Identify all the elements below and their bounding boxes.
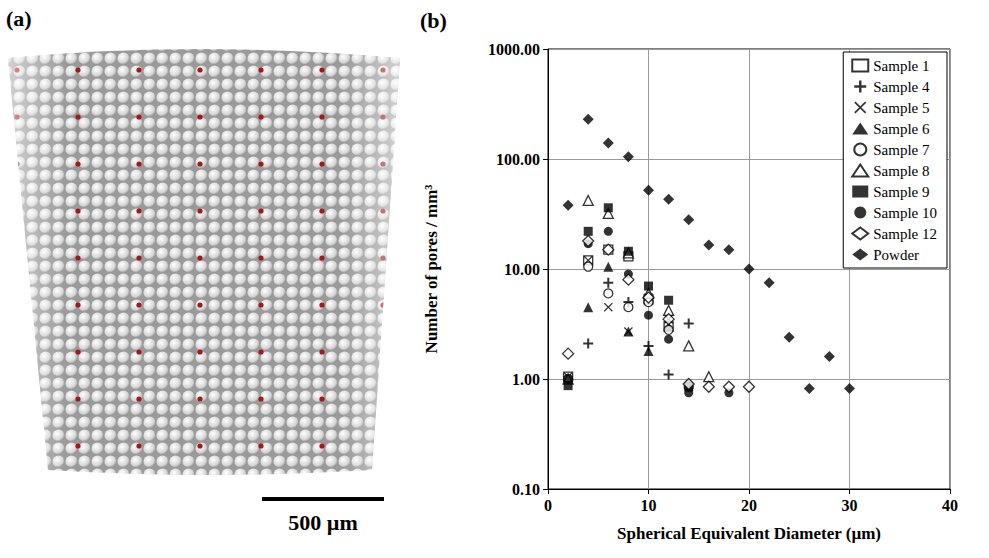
svg-text:20: 20 bbox=[741, 497, 757, 514]
svg-text:(b): (b) bbox=[420, 8, 447, 33]
svg-text:Powder: Powder bbox=[873, 247, 919, 263]
svg-text:Sample 1: Sample 1 bbox=[873, 58, 929, 74]
svg-text:Sample 10: Sample 10 bbox=[873, 205, 937, 221]
svg-text:1.00: 1.00 bbox=[512, 371, 540, 388]
svg-text:10: 10 bbox=[641, 497, 657, 514]
svg-text:Spherical Equivalent Diameter: Spherical Equivalent Diameter (µm) bbox=[617, 524, 881, 543]
svg-text:0.10: 0.10 bbox=[512, 481, 540, 498]
svg-text:40: 40 bbox=[942, 497, 958, 514]
svg-text:Sample 12: Sample 12 bbox=[873, 226, 937, 242]
svg-text:Sample 4: Sample 4 bbox=[873, 79, 930, 95]
svg-text:Sample 6: Sample 6 bbox=[873, 121, 930, 137]
svg-text:Sample 8: Sample 8 bbox=[873, 163, 929, 179]
svg-text:Sample 7: Sample 7 bbox=[873, 142, 930, 158]
svg-text:0: 0 bbox=[544, 497, 552, 514]
svg-text:Number of pores / mm³: Number of pores / mm³ bbox=[422, 185, 441, 354]
svg-text:(a): (a) bbox=[6, 6, 32, 31]
svg-text:30: 30 bbox=[842, 497, 858, 514]
svg-text:1000.00: 1000.00 bbox=[488, 41, 540, 58]
svg-text:Sample 5: Sample 5 bbox=[873, 100, 929, 116]
svg-text:500 µm: 500 µm bbox=[288, 510, 358, 535]
svg-text:10.00: 10.00 bbox=[504, 261, 540, 278]
svg-text:Sample 9: Sample 9 bbox=[873, 184, 929, 200]
svg-text:100.00: 100.00 bbox=[496, 151, 540, 168]
